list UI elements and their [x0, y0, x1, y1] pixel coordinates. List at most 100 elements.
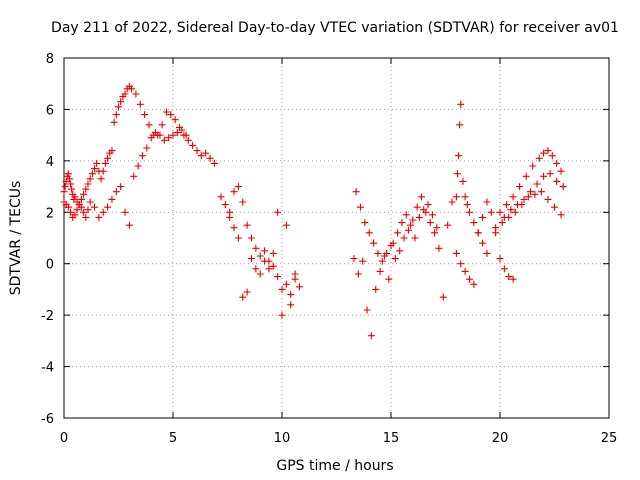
data-point: [461, 193, 469, 201]
data-point: [470, 219, 478, 227]
data-point: [61, 183, 69, 191]
data-point: [465, 208, 473, 216]
x-axis-label: GPS time / hours: [276, 458, 393, 474]
data-point: [422, 208, 430, 216]
data-point: [68, 185, 76, 193]
data-point: [169, 131, 177, 139]
data-point: [234, 183, 242, 191]
data-point: [282, 280, 290, 288]
data-point: [125, 221, 133, 229]
data-point: [108, 147, 116, 155]
data-point: [492, 224, 500, 232]
data-point: [365, 229, 373, 237]
data-point: [411, 234, 419, 242]
data-point: [295, 283, 303, 291]
data-point: [457, 100, 465, 108]
data-point: [465, 275, 473, 283]
data-point: [535, 154, 543, 162]
data-point: [424, 201, 432, 209]
data-point: [516, 183, 524, 191]
data-point: [278, 285, 286, 293]
data-point: [457, 260, 465, 268]
data-point: [496, 255, 504, 263]
data-series: [60, 82, 133, 209]
data-point: [291, 270, 299, 278]
data-point: [82, 213, 90, 221]
data-point: [557, 211, 565, 219]
data-point: [84, 180, 92, 188]
data-point: [409, 216, 417, 224]
data-point: [509, 193, 517, 201]
data-point: [239, 198, 247, 206]
data-point: [226, 213, 234, 221]
data-point: [86, 175, 94, 183]
data-series: [452, 198, 517, 288]
data-point: [479, 213, 487, 221]
data-point: [459, 177, 467, 185]
data-point: [234, 234, 242, 242]
data-point: [165, 134, 173, 142]
data-point: [65, 175, 73, 183]
data-point: [453, 170, 461, 178]
data-point: [247, 255, 255, 263]
data-point: [197, 152, 205, 160]
data-point: [498, 219, 506, 227]
plot-frame: [63, 57, 610, 419]
data-point: [243, 221, 251, 229]
data-point: [80, 190, 88, 198]
data-point: [243, 288, 251, 296]
data-point: [540, 149, 548, 157]
data-point: [71, 211, 79, 219]
data-point: [269, 262, 277, 270]
data-point: [261, 247, 269, 255]
data-point: [431, 229, 439, 237]
data-point: [134, 162, 142, 170]
data-point: [415, 213, 423, 221]
data-point: [522, 172, 530, 180]
data-point: [287, 291, 295, 299]
data-point: [479, 239, 487, 247]
data-point: [540, 172, 548, 180]
data-point: [352, 188, 360, 196]
data-point: [363, 306, 371, 314]
data-point: [121, 208, 129, 216]
data-point: [533, 180, 541, 188]
data-point: [99, 167, 107, 175]
data-point: [104, 203, 112, 211]
data-point: [500, 265, 508, 273]
data-point: [101, 159, 109, 167]
data-point: [529, 162, 537, 170]
data-point: [407, 221, 415, 229]
y-tick-label: -6: [41, 412, 54, 427]
data-point: [112, 188, 120, 196]
data-point: [518, 201, 526, 209]
data-point: [86, 198, 94, 206]
data-point: [394, 229, 402, 237]
data-point: [160, 136, 168, 144]
data-point: [141, 111, 149, 119]
data-point: [527, 188, 535, 196]
data-point: [104, 154, 112, 162]
data-point: [110, 118, 118, 126]
data-point: [448, 198, 456, 206]
data-series: [444, 100, 491, 257]
data-point: [503, 201, 511, 209]
data-point: [456, 121, 464, 129]
data-point: [91, 165, 99, 173]
data-series: [128, 85, 218, 167]
data-point: [496, 208, 504, 216]
data-point: [400, 234, 408, 242]
data-point: [156, 131, 164, 139]
data-point: [374, 249, 382, 257]
chart-title: Day 211 of 2022, Sidereal Day-to-day VTE…: [51, 20, 619, 36]
data-series: [496, 147, 565, 216]
data-point: [553, 159, 561, 167]
data-point: [452, 249, 460, 257]
data-point: [152, 129, 160, 137]
data-point: [470, 280, 478, 288]
data-point: [171, 116, 179, 124]
data-point: [265, 265, 273, 273]
data-series: [130, 126, 190, 180]
data-point: [531, 190, 539, 198]
y-axis-ticks: -6 -4 -2 0 2 4 6 8: [41, 52, 609, 427]
